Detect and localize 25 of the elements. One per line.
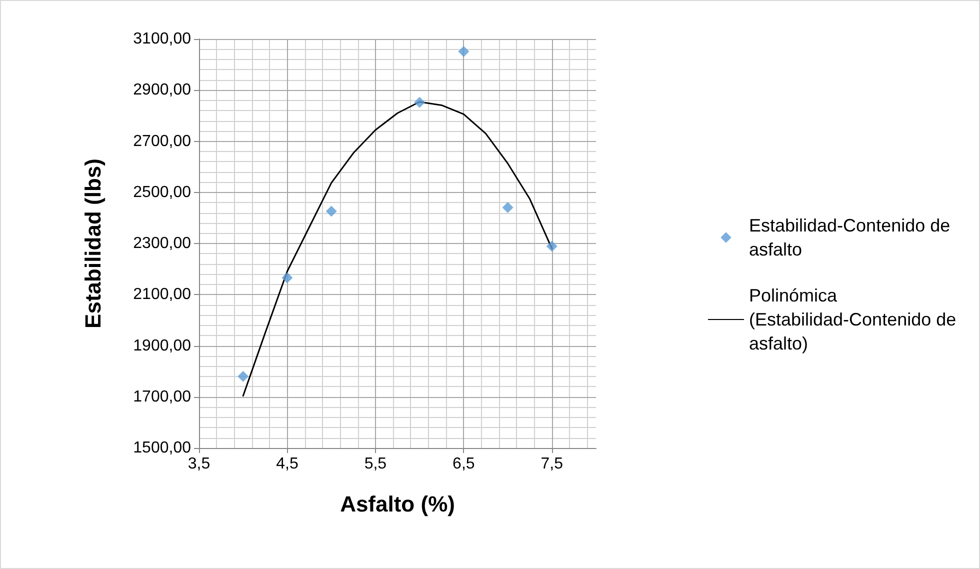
point (414, 96, 426, 108)
point (458, 46, 470, 58)
y-tick-label: 2100,00 (133, 286, 192, 304)
y-axis-title: Estabilidad (lbs) (80, 158, 106, 328)
point (502, 202, 514, 213)
point (238, 370, 249, 382)
y-tick-label: 1700,00 (133, 388, 192, 406)
point (326, 206, 337, 217)
x-tick-label: 4,5 (276, 456, 298, 472)
x-tick-label: 3,5 (188, 456, 210, 472)
legend-label: Estabilidad-Contenido de asfalto (749, 216, 956, 260)
y-tick-label: 2300,00 (133, 235, 192, 252)
x-tick-label: 6,5 (452, 456, 475, 472)
legend-label: Polinómica (Estabilidad-Contenido de asfalto) (749, 286, 962, 354)
x-axis-title: Asfalto (%) (340, 492, 455, 516)
y-tick-label: 3100,00 (133, 30, 192, 48)
y-tick-label: 1900,00 (133, 337, 192, 354)
y-tick-label: 1500,00 (133, 440, 192, 456)
y-tick-label: 2700,00 (133, 132, 192, 150)
x-tick-label: 7,5 (540, 456, 564, 472)
point (282, 272, 293, 284)
y-tick-label: 2900,00 (133, 82, 192, 99)
point (546, 240, 558, 252)
y-tick-label: 2500,00 (133, 184, 192, 201)
x-tick-label: 5,5 (364, 456, 387, 472)
